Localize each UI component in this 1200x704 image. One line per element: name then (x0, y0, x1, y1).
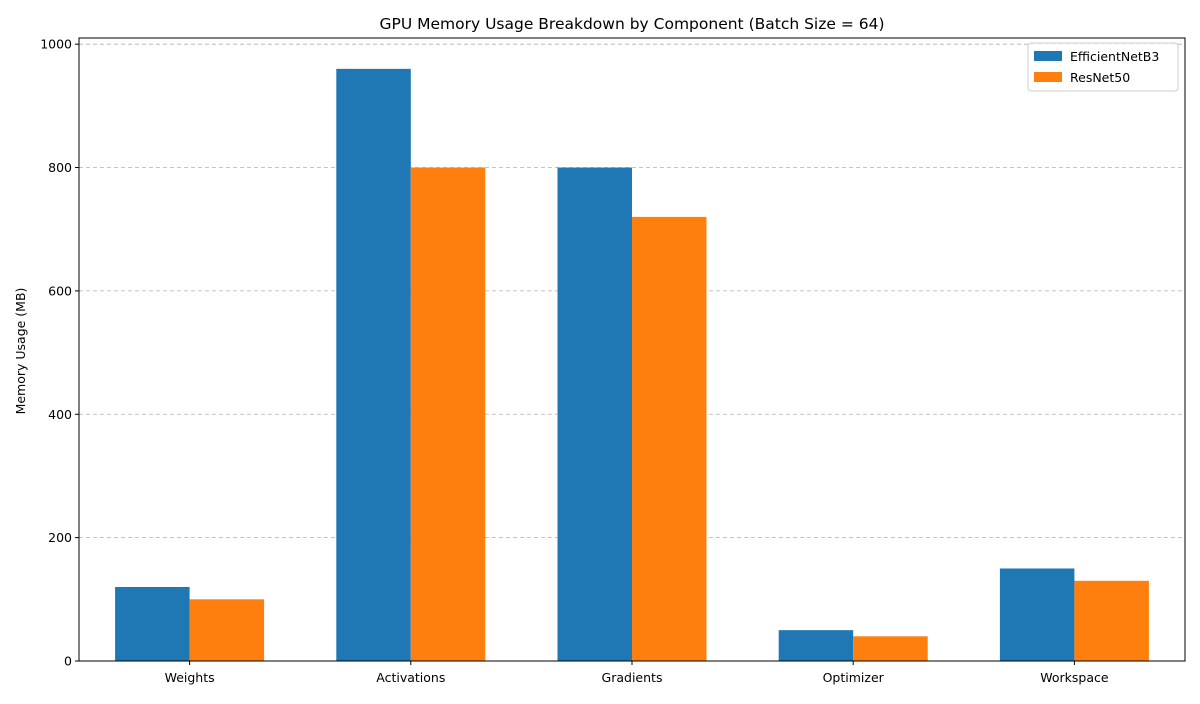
bars (115, 68, 1149, 662)
y-tick-label: 400 (48, 407, 72, 422)
legend-label: EfficientNetB3 (1070, 49, 1159, 64)
bar-resnet50-activations (410, 167, 486, 661)
y-tick-label: 0 (64, 654, 72, 669)
legend-box (1027, 42, 1179, 92)
x-tick-label: Workspace (1040, 670, 1109, 685)
bar-resnet50-optimizer (853, 636, 928, 661)
chart-title: GPU Memory Usage Breakdown by Component … (379, 15, 884, 33)
y-tick-label: 600 (48, 283, 72, 298)
y-tick-label: 200 (48, 530, 72, 545)
legend: EfficientNetB3 ResNet50 (1027, 42, 1179, 92)
bar-efficientnetb3-weights (115, 586, 190, 661)
legend-swatch (1034, 51, 1062, 61)
tick-labels: 0 200 400 600 800 1000 Weights Activations Gradi… (40, 37, 1109, 685)
bar-efficientnetb3-activations (336, 68, 411, 662)
x-tick-label: Gradients (602, 670, 663, 685)
bar-efficientnetb3-optimizer (778, 630, 854, 661)
bar-resnet50-weights (189, 599, 265, 661)
y-axis-label: Memory Usage (MB) (13, 288, 28, 415)
bar-resnet50-workspace (1074, 580, 1149, 661)
x-tick-label: Weights (165, 670, 215, 685)
bar-efficientnetb3-workspace (999, 568, 1075, 661)
bar-resnet50-gradients (632, 216, 707, 661)
y-tick-label: 1000 (40, 37, 72, 52)
bar-efficientnetb3-gradients (557, 167, 632, 661)
x-tick-label: Activations (376, 670, 445, 685)
x-tick-label: Optimizer (823, 670, 885, 685)
y-tick-label: 800 (48, 160, 72, 175)
legend-swatch (1034, 72, 1062, 82)
legend-label: ResNet50 (1070, 70, 1130, 85)
